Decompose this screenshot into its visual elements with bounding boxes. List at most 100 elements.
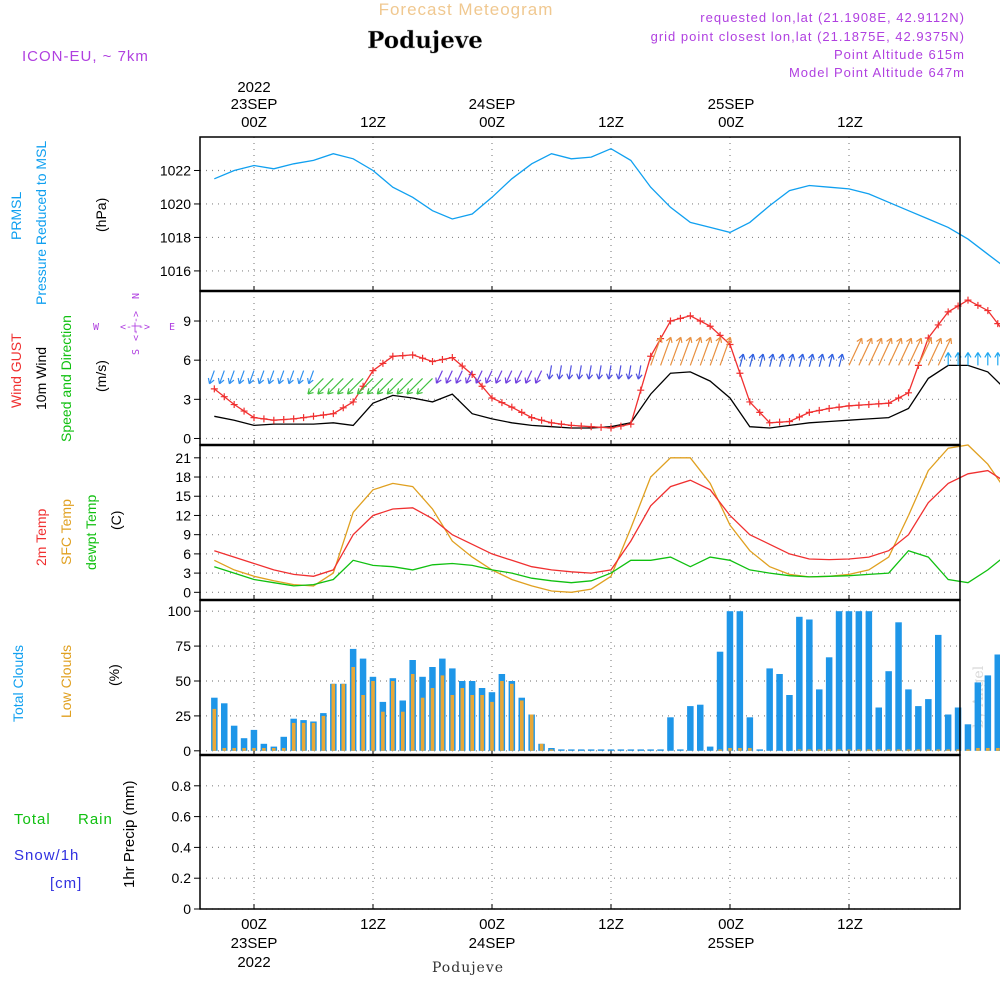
wind-label-1: Wind GUST: [8, 333, 24, 408]
wind-arrow: [927, 337, 943, 366]
precip-label-cm: [cm]: [50, 875, 82, 892]
prmsl-label-1: PRMSL: [8, 192, 24, 240]
total-cloud-bar: [865, 611, 873, 751]
low-cloud-bar: [986, 748, 990, 751]
wind-gust-line: [213, 299, 1000, 429]
low-cloud-bar: [886, 749, 891, 751]
low-cloud-bar: [242, 748, 246, 751]
gust-marker: [290, 415, 298, 423]
gust-marker: [686, 312, 694, 320]
low-cloud-bar: [331, 683, 336, 751]
wind-arrow: [534, 370, 543, 384]
wind-labels: Wind GUST 10m Wind Speed and Direction (…: [8, 315, 109, 442]
wind-arrow: [669, 336, 683, 366]
gust-marker: [329, 410, 337, 418]
wind-arrow: [307, 377, 324, 395]
total-cloud-bar: [905, 689, 912, 751]
wind-arrow: [837, 353, 845, 367]
cloud-labels: Total Clouds Low Clouds (%): [10, 645, 122, 722]
wind-arrow: [596, 365, 603, 380]
ytick-label: 1018: [160, 229, 191, 245]
gust-marker: [319, 411, 327, 419]
wind-arrow: [984, 352, 992, 366]
low-cloud-bar: [361, 695, 365, 751]
top-label-4: 00Z: [718, 114, 744, 131]
low-cloud-bar: [738, 748, 742, 751]
model-name: ICON-EU, ~ 7km: [22, 48, 149, 65]
total-cloud-bar: [954, 707, 962, 751]
gust-marker: [934, 321, 942, 329]
wind-arrow: [635, 365, 643, 380]
gust-marker: [617, 422, 625, 430]
ytick-label: 6: [183, 352, 191, 368]
total-cloud-bar: [736, 611, 744, 751]
low-cloud-bar: [410, 674, 415, 751]
low-cloud-bar: [341, 683, 346, 751]
gust-marker: [795, 413, 803, 421]
plot-layer: 1016 1018 1020 1022 0 3 6 9 0 3 6 9 12 15 18 21 0 25 50 75 1…: [160, 136, 1000, 917]
total-cloud-bar: [726, 611, 734, 751]
wind-arrow: [307, 370, 315, 385]
low-cloud-bar: [282, 748, 286, 751]
low-cloud-bar: [549, 749, 554, 751]
total-cloud-bar: [816, 689, 823, 751]
total-cloud-bar: [984, 675, 992, 751]
total-cloud-bar: [756, 749, 763, 751]
low-cloud-bar: [490, 701, 494, 751]
wind-unit: (m/s): [93, 360, 109, 392]
wind-arrow: [974, 352, 982, 366]
gust-marker: [429, 357, 436, 365]
wind-arrow: [317, 377, 334, 395]
gust-marker: [389, 352, 397, 360]
gust-marker: [369, 367, 377, 375]
wind-arrow: [748, 353, 756, 367]
ytick-label: 3: [183, 565, 191, 581]
gust-marker: [230, 401, 238, 409]
low-cloud-bar: [857, 749, 861, 751]
gust-marker: [508, 403, 516, 411]
low-cloud-bar: [966, 749, 970, 751]
wind-arrow: [679, 336, 693, 366]
wind-arrow: [660, 336, 673, 366]
wind-arrow: [689, 336, 703, 366]
total-cloud-bar: [895, 622, 902, 751]
precip-label-total: Total: [14, 811, 51, 828]
low-cloud-bar: [827, 749, 831, 751]
gust-marker: [964, 296, 972, 304]
wind-arrow: [827, 353, 835, 367]
bottom-label-2: 00Z: [479, 916, 505, 933]
wind-arrow: [396, 377, 414, 395]
compass-e: E: [169, 322, 175, 333]
ytick-label: 0: [183, 901, 191, 917]
total-cloud-bar: [706, 746, 714, 751]
wind-arrow: [719, 336, 733, 366]
ytick-label: 100: [168, 603, 192, 619]
low-cloud-bar: [748, 748, 752, 751]
wind-arrows: [207, 336, 1000, 395]
ytick-label: 1016: [160, 263, 191, 279]
top-date-23: 23SEP: [231, 96, 278, 113]
wind-arrow: [475, 370, 483, 384]
low-cloud-bar: [301, 722, 306, 751]
compass-vertical: <-|->: [131, 311, 142, 341]
temp-2m-line: [214, 469, 1000, 577]
gust-marker: [637, 386, 645, 394]
low-cloud-bar: [371, 681, 375, 751]
gust-marker: [458, 362, 466, 370]
wind-arrow: [994, 352, 1000, 366]
wind-arrow: [484, 370, 493, 384]
low-cloud-bar: [291, 722, 296, 751]
gust-marker: [994, 320, 1000, 328]
total-cloud-bar: [657, 749, 664, 751]
ytick-label: 9: [183, 527, 191, 543]
top-label-1: 12Z: [360, 114, 386, 131]
low-cloud-bar: [470, 695, 474, 751]
top-label-3: 12Z: [598, 114, 624, 131]
wind-arrow: [455, 370, 463, 384]
gust-marker: [409, 351, 417, 359]
total-cloud-bar: [697, 704, 704, 751]
gust-marker: [696, 317, 704, 325]
wind-arrow: [898, 337, 913, 366]
wind-arrow: [247, 370, 255, 385]
